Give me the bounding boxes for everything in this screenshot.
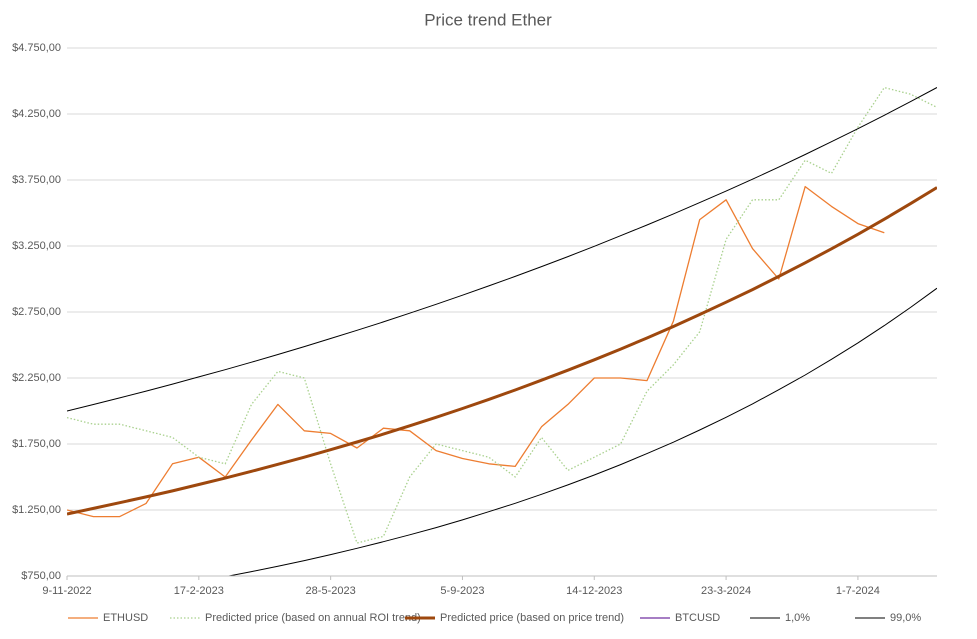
y-tick-label: $2.750,00 <box>12 306 61 318</box>
y-tick-label: $1.750,00 <box>12 438 61 450</box>
x-tick-label: 28-5-2023 <box>306 585 356 597</box>
y-tick-label: $3.250,00 <box>12 240 61 252</box>
y-tick-label: $2.250,00 <box>12 372 61 384</box>
grid <box>67 47 937 577</box>
plot-area <box>67 86 937 576</box>
legend-label: Predicted price (based on price trend) <box>440 612 624 624</box>
x-tick-label: 23-3-2024 <box>701 585 751 597</box>
y-tick-label: $3.750,00 <box>12 174 61 186</box>
series-line <box>226 287 937 576</box>
x-tick-label: 9-11-2022 <box>42 585 91 597</box>
series-line <box>67 185 885 518</box>
legend-label: BTCUSD <box>675 612 720 624</box>
y-tick-label: $1.250,00 <box>12 504 61 516</box>
chart-title: Price trend Ether <box>424 10 552 29</box>
legend: ETHUSD Predicted price (based on annual R… <box>68 612 921 624</box>
legend-label: ETHUSD <box>103 612 148 624</box>
series-line <box>67 186 937 516</box>
axes: $750,00 $1.250,00 $1.750,00 $2.250,00 $2.750… <box>12 42 937 597</box>
x-tick-label: 1-7-2024 <box>836 585 880 597</box>
series-line <box>67 87 937 412</box>
y-tick-label: $4.750,00 <box>12 42 61 54</box>
x-tick-label: 14-12-2023 <box>566 585 622 597</box>
x-tick-label: 5-9-2023 <box>440 585 484 597</box>
legend-label: 99,0% <box>890 612 921 624</box>
y-tick-label: $750,00 <box>21 570 61 582</box>
y-tick-label: $4.250,00 <box>12 108 61 120</box>
legend-label: Predicted price (based on annual ROI tre… <box>205 612 421 624</box>
x-tick-label: 17-2-2023 <box>174 585 224 597</box>
legend-label: 1,0% <box>785 612 810 624</box>
series-line <box>67 86 937 544</box>
